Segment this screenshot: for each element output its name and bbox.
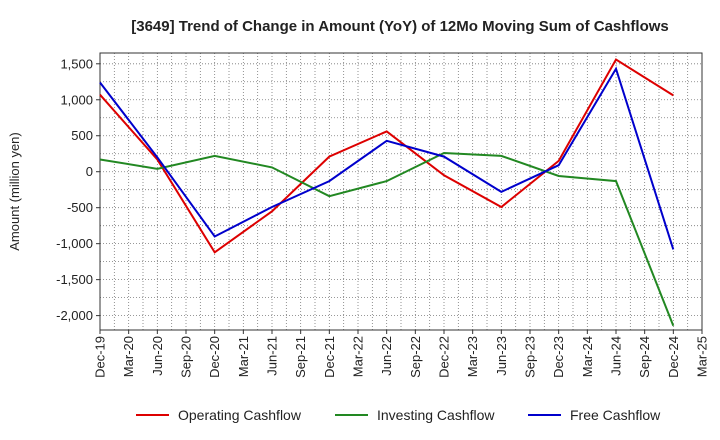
x-tick-label: Jun-20 bbox=[150, 336, 165, 376]
series-line-investing-cashflow bbox=[99, 151, 675, 327]
x-tick-label: Dec-23 bbox=[551, 336, 566, 378]
x-tick-label: Jun-22 bbox=[379, 336, 394, 376]
x-tick-label: Sep-23 bbox=[523, 336, 538, 378]
legend-label-investing-cashflow: Investing Cashflow bbox=[377, 407, 495, 423]
y-tick-label: 0 bbox=[86, 164, 93, 179]
x-tick-label: Mar-21 bbox=[236, 336, 251, 377]
y-tick-label: -2,000 bbox=[56, 308, 93, 323]
y-tick-label: -500 bbox=[67, 200, 93, 215]
y-tick-label: 1,500 bbox=[60, 56, 93, 71]
series-line-free-cashflow bbox=[99, 66, 675, 250]
x-tick-label: Sep-21 bbox=[293, 336, 308, 378]
x-tick-label: Mar-20 bbox=[121, 336, 136, 377]
x-tick-label: Mar-25 bbox=[695, 336, 710, 377]
x-tick-label: Mar-23 bbox=[465, 336, 480, 377]
y-axis-label: Amount (million yen) bbox=[7, 132, 22, 251]
legend-label-operating-cashflow: Operating Cashflow bbox=[178, 407, 302, 423]
x-tick-label: Sep-22 bbox=[408, 336, 423, 378]
y-tick-label: 1,000 bbox=[60, 92, 93, 107]
x-tick-label: Sep-24 bbox=[637, 336, 652, 378]
y-tick-label: -1,500 bbox=[56, 272, 93, 287]
plot-area-frame bbox=[99, 52, 703, 331]
x-tick-label: Mar-22 bbox=[351, 336, 366, 377]
x-tick-label: Jun-23 bbox=[494, 336, 509, 376]
grid-layer bbox=[100, 53, 702, 330]
y-tick-labels: 1,500 1,000 500 0 -500 -1,000 -1,500 -2,000 bbox=[56, 56, 100, 323]
x-tick-label: Dec-24 bbox=[666, 336, 681, 378]
x-tick-label: Mar-24 bbox=[580, 336, 595, 377]
x-tick-label: Jun-21 bbox=[265, 336, 280, 376]
x-tick-labels: Dec-19 Mar-20 Jun-20 Sep-20 Dec-20 Mar-21 Jun-… bbox=[93, 330, 710, 378]
x-tick-label: Dec-20 bbox=[207, 336, 222, 378]
x-tick-label: Sep-20 bbox=[179, 336, 194, 378]
series-layer bbox=[99, 58, 675, 327]
legend-label-free-cashflow: Free Cashflow bbox=[570, 407, 661, 423]
y-tick-label: -1,000 bbox=[56, 236, 93, 251]
legend: Operating Cashflow Investing Cashflow Free… bbox=[136, 407, 661, 423]
x-tick-label: Jun-24 bbox=[609, 336, 624, 376]
series-line-operating-cashflow bbox=[99, 58, 674, 254]
chart-title: [3649] Trend of Change in Amount (YoY) o… bbox=[131, 18, 669, 35]
x-tick-label: Dec-19 bbox=[93, 336, 108, 378]
y-tick-label: 500 bbox=[71, 128, 93, 143]
x-tick-label: Dec-22 bbox=[437, 336, 452, 378]
x-tick-label: Dec-21 bbox=[322, 336, 337, 378]
